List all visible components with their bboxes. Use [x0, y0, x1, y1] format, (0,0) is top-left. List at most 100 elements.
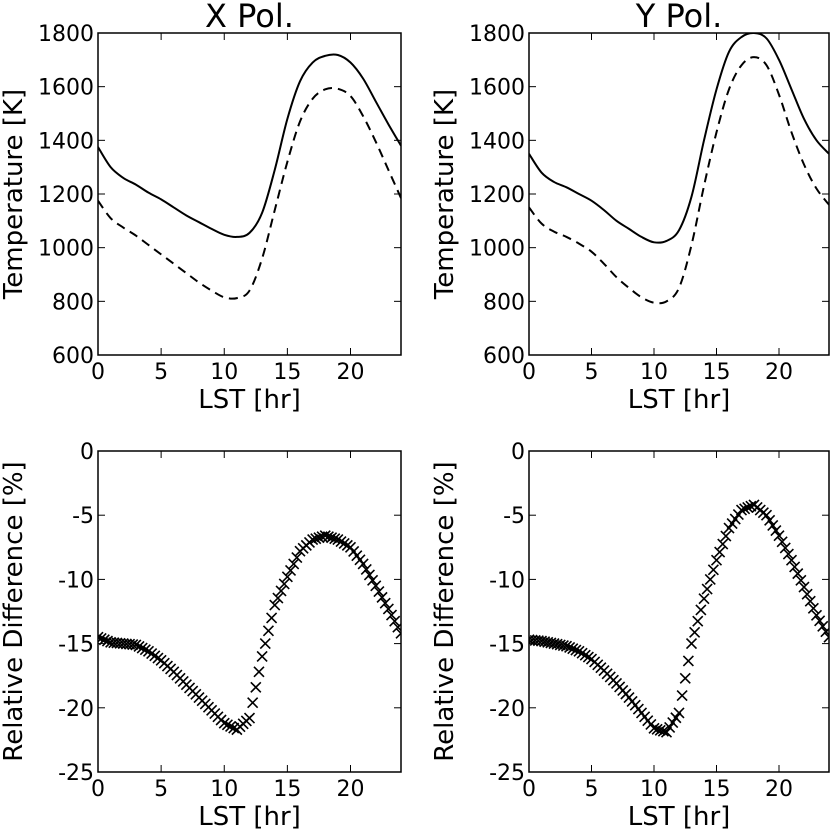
marker-x — [243, 712, 256, 724]
axes-frame — [97, 450, 402, 773]
y-tick-label: 1000 — [38, 237, 94, 262]
marker-x — [262, 625, 275, 637]
marker-x — [278, 578, 290, 590]
y-axis-label: Relative Difference [%] — [430, 461, 460, 761]
series-line-solid — [98, 53, 401, 238]
marker-x — [710, 554, 723, 566]
x-tick-label: 5 — [154, 777, 168, 802]
y-tick-label: -5 — [503, 504, 525, 529]
marker-x — [779, 542, 791, 554]
marker-x — [101, 635, 114, 647]
x-tick-label: 0 — [91, 360, 105, 385]
marker-x — [250, 681, 262, 693]
marker-x — [360, 563, 372, 576]
marker-x — [370, 580, 382, 592]
marker-x — [695, 604, 707, 616]
marker-x — [814, 615, 826, 627]
marker-x — [335, 535, 347, 548]
marker-x — [679, 672, 691, 684]
x-tick-label: 15 — [703, 777, 731, 802]
marker-x — [689, 626, 701, 638]
y-tick-label: 1200 — [38, 183, 94, 208]
marker-x — [692, 615, 704, 627]
x-tick-label: 5 — [154, 360, 168, 385]
x-tick-label: 15 — [703, 360, 731, 385]
x-tick-label: 10 — [640, 777, 668, 802]
marker-x — [281, 571, 293, 583]
marker-x — [373, 586, 385, 598]
x-tick-label: 10 — [640, 360, 668, 385]
marker-x — [310, 533, 322, 545]
chart-title: X Pol. — [205, 0, 294, 35]
marker-x — [275, 585, 287, 597]
x-tick-label: 20 — [337, 777, 365, 802]
marker-x — [657, 725, 669, 737]
marker-x — [676, 690, 688, 702]
y-tick-label: 1400 — [38, 129, 94, 154]
marker-x — [573, 645, 585, 657]
marker-x — [325, 532, 338, 544]
marker-x — [367, 574, 379, 586]
x-tick-label: 10 — [210, 777, 238, 802]
y-tick-label: -5 — [72, 504, 94, 529]
x-tick-label: 0 — [91, 777, 105, 802]
y-tick-label: -25 — [489, 761, 525, 786]
y-tick-label: 1800 — [469, 22, 525, 47]
marker-x — [127, 638, 139, 651]
marker-x — [329, 533, 341, 545]
x-tick-label: 20 — [765, 360, 793, 385]
marker-x — [823, 631, 829, 643]
y-tick-label: 800 — [52, 290, 94, 315]
x-tick-label: 15 — [273, 777, 301, 802]
y-tick-label: 1000 — [469, 237, 525, 262]
marker-x — [820, 626, 829, 638]
marker-x — [717, 538, 729, 550]
y-tick-label: 1400 — [469, 129, 525, 154]
y-axis-label: Temperature [K] — [0, 89, 29, 300]
marker-x — [670, 712, 682, 724]
marker-x — [767, 519, 779, 532]
y-tick-label: -25 — [58, 761, 94, 786]
panel-y-pol-temperature: 0 5 10 15 20 600 800 1000 1200 1400 1600 1800 LST [h… — [430, 0, 830, 415]
marker-x — [735, 504, 748, 516]
x-tick-label: 5 — [585, 360, 599, 385]
marker-x — [804, 595, 816, 607]
marker-x — [704, 573, 716, 585]
marker-x — [560, 640, 573, 652]
y-tick-label: 1800 — [38, 22, 94, 47]
marker-x — [739, 503, 751, 515]
marker-x — [764, 514, 776, 526]
y-tick-label: -15 — [58, 633, 94, 658]
x-axis-label: LST [hr] — [198, 385, 301, 415]
y-tick-label: -15 — [489, 633, 525, 658]
y-tick-label: 600 — [483, 344, 525, 369]
marker-x — [259, 638, 271, 650]
marker-x — [685, 638, 698, 650]
marker-x — [322, 531, 334, 543]
marker-x — [139, 644, 151, 656]
marker-x — [782, 548, 794, 560]
marker-x — [313, 532, 325, 544]
marker-x — [570, 644, 582, 656]
marker-x — [256, 650, 268, 663]
marker-x — [664, 721, 676, 733]
marker-x — [651, 723, 663, 735]
marker-x — [742, 501, 754, 514]
marker-x — [792, 568, 804, 580]
series-line-dashed — [98, 87, 401, 300]
panel-x-pol-relative-difference: 0 5 10 15 20 -25 -20 -15 -10 -5 0 LST [hr] Relative … — [0, 440, 402, 829]
marker-x — [385, 609, 398, 621]
y-axis-label: Temperature [K] — [430, 89, 460, 300]
marker-x — [798, 581, 810, 593]
x-tick-label: 10 — [210, 360, 238, 385]
marker-x — [338, 537, 350, 550]
plot-marks — [98, 53, 401, 300]
y-tick-label: -20 — [58, 697, 94, 722]
y-tick-label: 800 — [483, 290, 525, 315]
marker-x — [288, 558, 300, 570]
axes-frame — [97, 32, 402, 356]
marker-x — [773, 530, 785, 542]
x-tick-label: 5 — [585, 777, 599, 802]
marker-x — [579, 649, 591, 661]
